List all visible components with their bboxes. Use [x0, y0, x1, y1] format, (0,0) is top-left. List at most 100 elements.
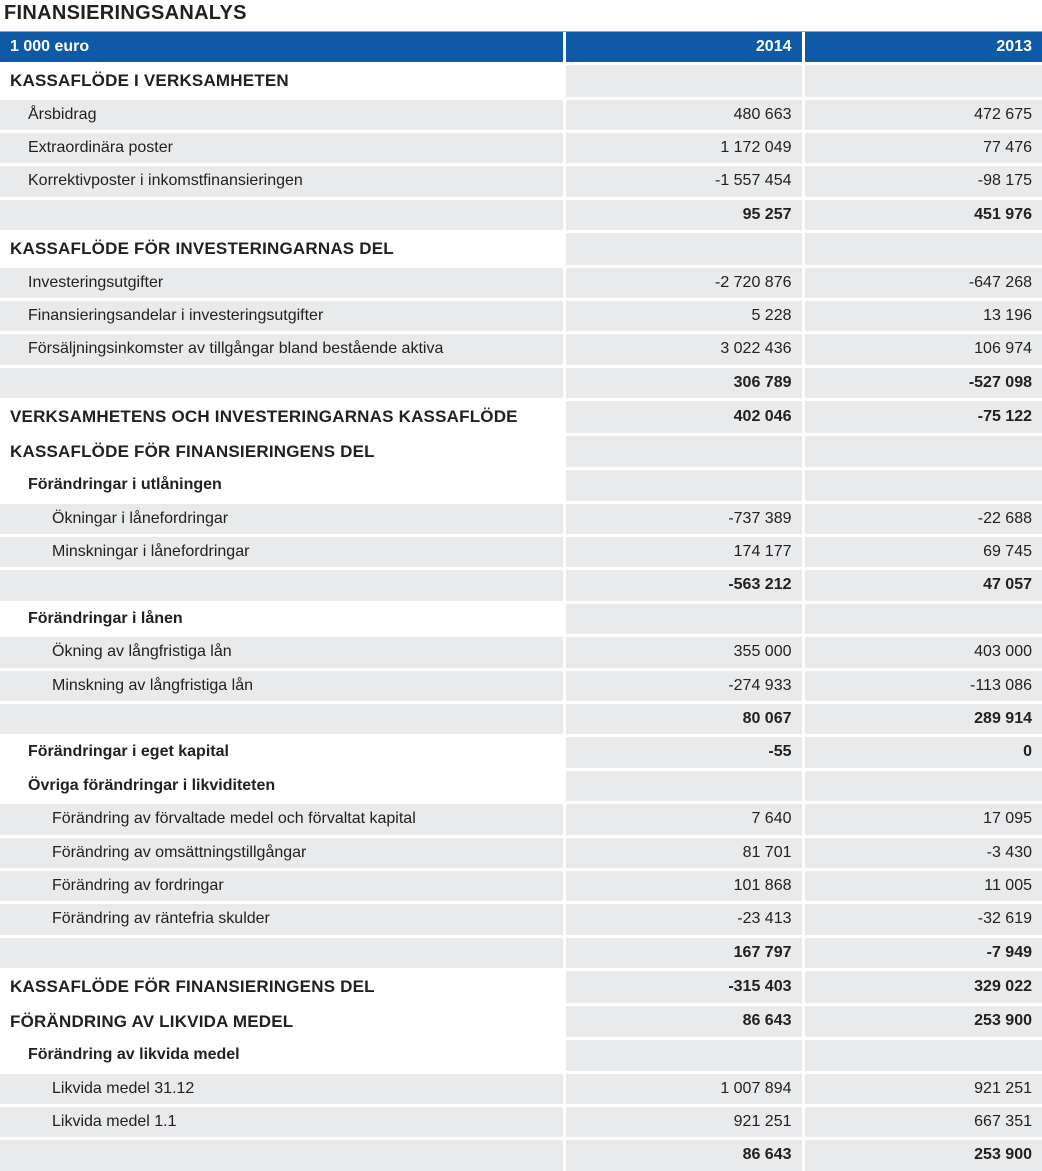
- value-2014: 5 228: [564, 300, 803, 333]
- value-2014: [564, 64, 803, 99]
- value-2013: -113 086: [803, 669, 1042, 702]
- value-2013: 472 675: [803, 98, 1042, 131]
- value-2014: -1 557 454: [564, 165, 803, 198]
- value-2014: [564, 434, 803, 469]
- table-row: Likvida medel 1.1921 251667 351: [0, 1106, 1042, 1139]
- value-2014: 86 643: [564, 1139, 803, 1171]
- row-label: Ökningar i lånefordringar: [0, 502, 564, 535]
- value-2014: -55: [564, 736, 803, 769]
- table-row: Förändringar i lånen: [0, 602, 1042, 635]
- value-2013: [803, 434, 1042, 469]
- value-2013: 329 022: [803, 970, 1042, 1005]
- value-2013: 253 900: [803, 1004, 1042, 1039]
- table-row: Korrektivposter i inkomstfinansieringen-…: [0, 165, 1042, 198]
- value-2014: 81 701: [564, 836, 803, 869]
- value-2013: 77 476: [803, 131, 1042, 164]
- value-2013: [803, 1039, 1042, 1072]
- table-row: Försäljningsinkomster av tillgångar blan…: [0, 333, 1042, 366]
- row-label: Ökning av långfristiga lån: [0, 636, 564, 669]
- value-2013: -75 122: [803, 400, 1042, 435]
- value-2013: [803, 469, 1042, 502]
- row-label: Finansieringsandelar i investeringsutgif…: [0, 300, 564, 333]
- row-label: [0, 569, 564, 602]
- header-unit: 1 000 euro: [0, 32, 564, 64]
- table-row: Ökning av långfristiga lån355 000403 000: [0, 636, 1042, 669]
- value-2013: -3 430: [803, 836, 1042, 869]
- table-row: FÖRÄNDRING AV LIKVIDA MEDEL86 643253 900: [0, 1004, 1042, 1039]
- table-row: VERKSAMHETENS OCH INVESTERINGARNAS KASSA…: [0, 400, 1042, 435]
- value-2013: 0: [803, 736, 1042, 769]
- row-label: [0, 703, 564, 736]
- value-2014: [564, 1039, 803, 1072]
- table-row: Förändringar i eget kapital-550: [0, 736, 1042, 769]
- header-year1: 2014: [564, 32, 803, 64]
- value-2014: -2 720 876: [564, 266, 803, 299]
- table-header-row: 1 000 euro 2014 2013: [0, 32, 1042, 64]
- value-2013: -647 268: [803, 266, 1042, 299]
- row-label: Förändringar i lånen: [0, 602, 564, 635]
- table-row: 306 789-527 098: [0, 366, 1042, 399]
- value-2014: 1 007 894: [564, 1072, 803, 1105]
- header-year2: 2013: [803, 32, 1042, 64]
- value-2014: 101 868: [564, 870, 803, 903]
- table-row: Likvida medel 31.121 007 894921 251: [0, 1072, 1042, 1105]
- value-2014: 306 789: [564, 366, 803, 399]
- value-2013: 289 914: [803, 703, 1042, 736]
- value-2014: -737 389: [564, 502, 803, 535]
- table-row: Ökningar i lånefordringar-737 389-22 688: [0, 502, 1042, 535]
- value-2013: -527 098: [803, 366, 1042, 399]
- value-2013: 69 745: [803, 536, 1042, 569]
- value-2014: [564, 602, 803, 635]
- row-label: FÖRÄNDRING AV LIKVIDA MEDEL: [0, 1004, 564, 1039]
- table-row: Förändring av likvida medel: [0, 1039, 1042, 1072]
- value-2013: 11 005: [803, 870, 1042, 903]
- row-label: KASSAFLÖDE I VERKSAMHETEN: [0, 64, 564, 99]
- table-row: 80 067289 914: [0, 703, 1042, 736]
- table-row: KASSAFLÖDE FÖR FINANSIERINGENS DEL: [0, 434, 1042, 469]
- value-2013: 13 196: [803, 300, 1042, 333]
- row-label: Förändringar i eget kapital: [0, 736, 564, 769]
- value-2013: 106 974: [803, 333, 1042, 366]
- value-2013: -7 949: [803, 936, 1042, 969]
- row-label: Förändring av förvaltade medel och förva…: [0, 803, 564, 836]
- value-2013: 253 900: [803, 1139, 1042, 1171]
- value-2013: 17 095: [803, 803, 1042, 836]
- value-2014: [564, 469, 803, 502]
- value-2014: -274 933: [564, 669, 803, 702]
- row-label: [0, 366, 564, 399]
- table-row: Investeringsutgifter-2 720 876-647 268: [0, 266, 1042, 299]
- value-2014: 402 046: [564, 400, 803, 435]
- value-2013: [803, 232, 1042, 267]
- table-row: Förändring av förvaltade medel och förva…: [0, 803, 1042, 836]
- value-2014: 3 022 436: [564, 333, 803, 366]
- row-label: VERKSAMHETENS OCH INVESTERINGARNAS KASSA…: [0, 400, 564, 435]
- row-label: [0, 936, 564, 969]
- row-label: Försäljningsinkomster av tillgångar blan…: [0, 333, 564, 366]
- table-row: KASSAFLÖDE I VERKSAMHETEN: [0, 64, 1042, 99]
- value-2014: [564, 232, 803, 267]
- value-2014: 7 640: [564, 803, 803, 836]
- row-label: Extraordinära poster: [0, 131, 564, 164]
- table-row: Minskning av långfristiga lån-274 933-11…: [0, 669, 1042, 702]
- value-2014: -23 413: [564, 903, 803, 936]
- value-2013: 47 057: [803, 569, 1042, 602]
- value-2014: 355 000: [564, 636, 803, 669]
- value-2013: 451 976: [803, 198, 1042, 231]
- table-row: Övriga förändringar i likviditeten: [0, 769, 1042, 802]
- value-2013: 667 351: [803, 1106, 1042, 1139]
- row-label: Övriga förändringar i likviditeten: [0, 769, 564, 802]
- row-label: Minskningar i lånefordringar: [0, 536, 564, 569]
- value-2013: [803, 64, 1042, 99]
- value-2013: -22 688: [803, 502, 1042, 535]
- table-row: Förändring av omsättningstillgångar81 70…: [0, 836, 1042, 869]
- row-label: Årsbidrag: [0, 98, 564, 131]
- value-2013: 403 000: [803, 636, 1042, 669]
- row-label: Likvida medel 31.12: [0, 1072, 564, 1105]
- row-label: Investeringsutgifter: [0, 266, 564, 299]
- row-label: Förändring av likvida medel: [0, 1039, 564, 1072]
- table-row: Förändring av räntefria skulder-23 413-3…: [0, 903, 1042, 936]
- table-row: Extraordinära poster1 172 04977 476: [0, 131, 1042, 164]
- value-2014: 95 257: [564, 198, 803, 231]
- table-row: Årsbidrag480 663472 675: [0, 98, 1042, 131]
- table-row: Minskningar i lånefordringar174 17769 74…: [0, 536, 1042, 569]
